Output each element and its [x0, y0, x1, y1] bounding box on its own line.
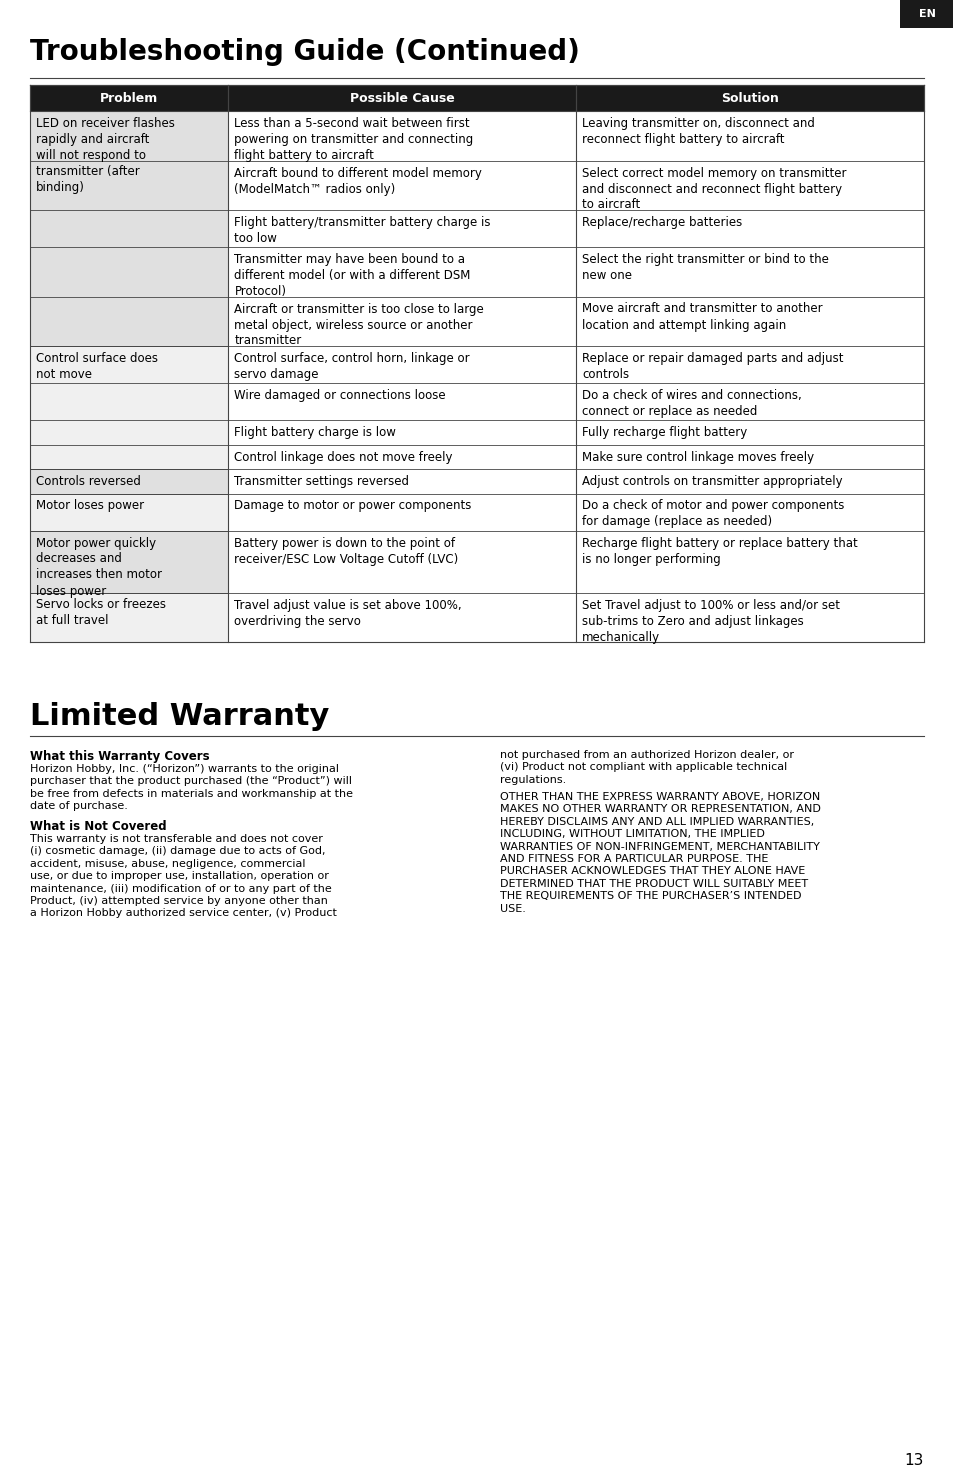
Bar — [576, 494, 923, 531]
Bar — [576, 593, 923, 642]
Text: Make sure control linkage moves freely: Make sure control linkage moves freely — [581, 450, 814, 463]
Bar — [228, 347, 576, 384]
Bar — [576, 531, 923, 593]
Text: Damage to motor or power components: Damage to motor or power components — [234, 500, 472, 512]
Text: Motor loses power: Motor loses power — [36, 500, 144, 512]
Bar — [30, 469, 228, 494]
Bar — [228, 420, 576, 444]
Bar — [228, 246, 576, 296]
Bar — [30, 347, 228, 469]
Bar — [576, 161, 923, 209]
Text: Fully recharge flight battery: Fully recharge flight battery — [581, 426, 747, 440]
Text: Transmitter settings reversed: Transmitter settings reversed — [234, 475, 409, 488]
Bar — [576, 469, 923, 494]
Text: Limited Warranty: Limited Warranty — [30, 702, 329, 732]
Bar — [228, 384, 576, 420]
Bar — [228, 444, 576, 469]
Text: What this Warranty Covers: What this Warranty Covers — [30, 749, 210, 763]
Text: Solution: Solution — [720, 91, 779, 105]
Bar — [576, 111, 923, 161]
Text: What is Not Covered: What is Not Covered — [30, 820, 167, 833]
Text: Motor power quickly
decreases and
increases then motor
loses power: Motor power quickly decreases and increa… — [36, 537, 162, 597]
Text: This warranty is not transferable and does not cover
(i) cosmetic damage, (ii) d: This warranty is not transferable and do… — [30, 833, 336, 919]
Bar — [899, 0, 953, 28]
Bar — [228, 296, 576, 347]
Text: Aircraft bound to different model memory
(ModelMatch™ radios only): Aircraft bound to different model memory… — [234, 167, 482, 196]
Bar — [30, 111, 228, 347]
Bar — [228, 209, 576, 246]
Text: Horizon Hobby, Inc. (“Horizon”) warrants to the original
purchaser that the prod: Horizon Hobby, Inc. (“Horizon”) warrants… — [30, 764, 353, 811]
Bar — [576, 296, 923, 347]
Text: Wire damaged or connections loose: Wire damaged or connections loose — [234, 389, 446, 403]
Text: Flight battery/transmitter battery charge is
too low: Flight battery/transmitter battery charg… — [234, 215, 491, 245]
Text: Recharge flight battery or replace battery that
is no longer performing: Recharge flight battery or replace batte… — [581, 537, 857, 565]
Text: Select the right transmitter or bind to the
new one: Select the right transmitter or bind to … — [581, 254, 828, 282]
Text: not purchased from an authorized Horizon dealer, or
(vi) Product not compliant w: not purchased from an authorized Horizon… — [499, 749, 793, 785]
Text: Travel adjust value is set above 100%,
overdriving the servo: Travel adjust value is set above 100%, o… — [234, 599, 461, 627]
Text: Do a check of motor and power components
for damage (replace as needed): Do a check of motor and power components… — [581, 500, 843, 528]
Text: Battery power is down to the point of
receiver/ESC Low Voltage Cutoff (LVC): Battery power is down to the point of re… — [234, 537, 458, 565]
Text: Set Travel adjust to 100% or less and/or set
sub-trims to Zero and adjust linkag: Set Travel adjust to 100% or less and/or… — [581, 599, 840, 643]
Text: LED on receiver flashes
rapidly and aircraft
will not respond to
transmitter (af: LED on receiver flashes rapidly and airc… — [36, 117, 174, 195]
Text: Select correct model memory on transmitter
and disconnect and reconnect flight b: Select correct model memory on transmitt… — [581, 167, 846, 211]
Text: Flight battery charge is low: Flight battery charge is low — [234, 426, 395, 440]
Bar — [576, 384, 923, 420]
Bar — [30, 531, 228, 593]
Bar — [30, 86, 923, 111]
Text: Control surface, control horn, linkage or
servo damage: Control surface, control horn, linkage o… — [234, 353, 470, 381]
Bar — [576, 420, 923, 444]
Text: Adjust controls on transmitter appropriately: Adjust controls on transmitter appropria… — [581, 475, 842, 488]
Text: Servo locks or freezes
at full travel: Servo locks or freezes at full travel — [36, 599, 166, 627]
Text: OTHER THAN THE EXPRESS WARRANTY ABOVE, HORIZON
MAKES NO OTHER WARRANTY OR REPRES: OTHER THAN THE EXPRESS WARRANTY ABOVE, H… — [499, 792, 820, 913]
Text: Leaving transmitter on, disconnect and
reconnect flight battery to aircraft: Leaving transmitter on, disconnect and r… — [581, 117, 814, 146]
Text: Less than a 5-second wait between first
powering on transmitter and connecting
f: Less than a 5-second wait between first … — [234, 117, 474, 162]
Text: Move aircraft and transmitter to another
location and attempt linking again: Move aircraft and transmitter to another… — [581, 302, 822, 332]
Bar — [228, 593, 576, 642]
Bar — [576, 209, 923, 246]
Text: 13: 13 — [903, 1453, 923, 1468]
Text: Control linkage does not move freely: Control linkage does not move freely — [234, 450, 453, 463]
Text: Transmitter may have been bound to a
different model (or with a different DSM
Pr: Transmitter may have been bound to a dif… — [234, 254, 471, 298]
Bar — [228, 531, 576, 593]
Bar — [30, 593, 228, 642]
Text: Control surface does
not move: Control surface does not move — [36, 353, 158, 381]
Text: Do a check of wires and connections,
connect or replace as needed: Do a check of wires and connections, con… — [581, 389, 801, 417]
Bar — [228, 494, 576, 531]
Text: Possible Cause: Possible Cause — [350, 91, 455, 105]
Bar — [576, 347, 923, 384]
Text: Controls reversed: Controls reversed — [36, 475, 141, 488]
Bar — [30, 494, 228, 531]
Bar — [228, 161, 576, 209]
Text: Troubleshooting Guide (Continued): Troubleshooting Guide (Continued) — [30, 38, 579, 66]
Bar — [228, 469, 576, 494]
Text: Problem: Problem — [100, 91, 158, 105]
Text: EN: EN — [918, 9, 935, 19]
Bar — [576, 444, 923, 469]
Bar — [576, 246, 923, 296]
Text: Replace/recharge batteries: Replace/recharge batteries — [581, 215, 741, 229]
Text: Replace or repair damaged parts and adjust
controls: Replace or repair damaged parts and adju… — [581, 353, 842, 381]
Text: Aircraft or transmitter is too close to large
metal object, wireless source or a: Aircraft or transmitter is too close to … — [234, 302, 484, 348]
Bar — [228, 111, 576, 161]
